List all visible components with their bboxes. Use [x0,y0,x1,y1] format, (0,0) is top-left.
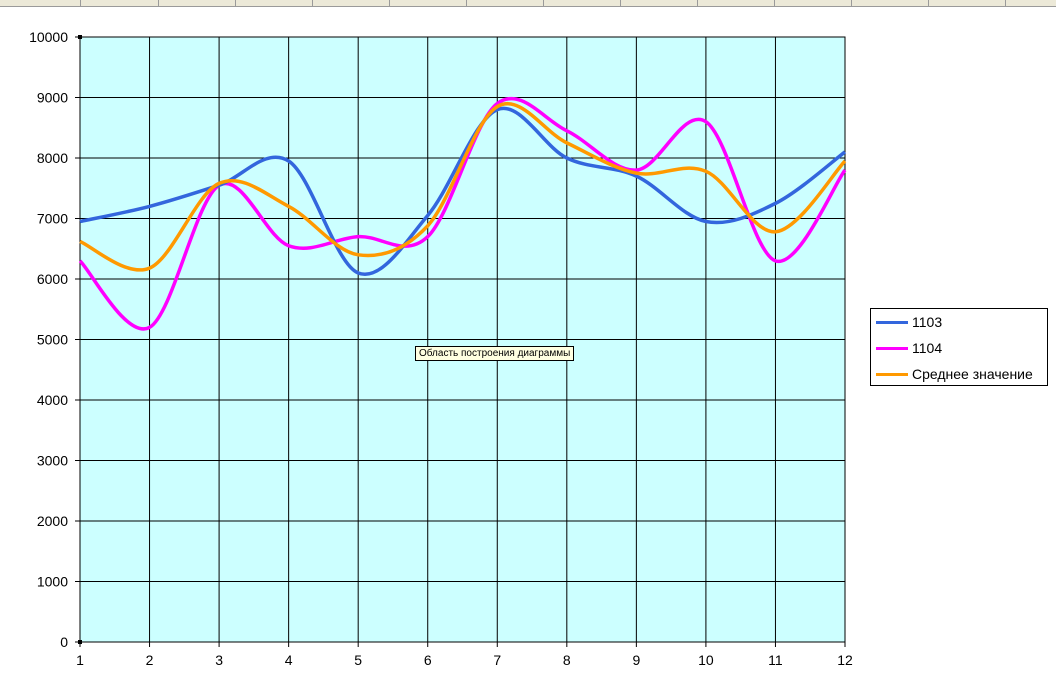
y-tick-label: 9000 [37,90,68,106]
column-separator [389,0,390,6]
y-tick-label: 4000 [37,392,68,408]
spreadsheet-column-header[interactable] [0,0,1056,7]
chart-area[interactable]: 0 1000 2000 3000 4000 5000 6000 7000 8000 9000 100… [0,7,1056,681]
column-separator [697,0,698,6]
column-separator [774,0,775,6]
x-tick-label: 6 [424,652,432,668]
column-separator [1005,0,1006,6]
x-tick-label: 8 [563,652,571,668]
column-separator [466,0,467,6]
y-tick-label: 8000 [37,150,68,166]
x-tick-label: 11 [768,652,783,668]
y-tick-label: 6000 [37,271,68,287]
y-tick-label: 2000 [37,513,68,529]
series-1104-line [78,96,847,331]
line-chart[interactable]: 0 1000 2000 3000 4000 5000 6000 7000 8000 9000 100… [0,7,1056,681]
legend-swatch-1103 [876,320,908,324]
column-separator [543,0,544,6]
legend-label-1104: 1104 [912,340,943,356]
y-tick-label: 1000 [37,574,68,590]
plot-corner-handle [78,35,82,39]
x-tick-label: 12 [837,652,853,668]
y-tick-label: 7000 [37,211,68,227]
x-tick-label: 7 [493,652,501,668]
column-separator [158,0,159,6]
legend-label-1103: 1103 [912,314,943,330]
column-separator [80,0,81,6]
column-separator [851,0,852,6]
legend-item-1104: 1104 [876,337,942,359]
y-tick-label: 0 [60,634,68,650]
x-tick-label: 5 [354,652,362,668]
column-separator [928,0,929,6]
column-separator [620,0,621,6]
x-tick-label: 10 [698,652,714,668]
plot-corner-handle [78,640,82,644]
legend-item-average: Среднее значение [876,363,1033,385]
x-tick-label: 9 [632,652,640,668]
plot-area-tooltip: Область построения диаграммы [415,346,575,361]
legend-label-average: Среднее значение [912,366,1033,382]
x-tick-label: 1 [76,652,84,668]
plot-area-border [79,36,846,643]
y-tick-label: 10000 [29,29,68,45]
x-tick-label: 3 [215,652,223,668]
x-tick-label: 2 [146,652,154,668]
chart-legend[interactable]: 1103 1104 Среднее значение [870,308,1048,386]
y-tick-label: 5000 [37,332,68,348]
column-separator [312,0,313,6]
legend-item-1103: 1103 [876,311,942,333]
legend-swatch-average [876,372,908,376]
x-tick-label: 4 [285,652,293,668]
column-separator [235,0,236,6]
y-tick-label: 3000 [37,453,68,469]
legend-swatch-1104 [876,346,908,350]
series-average-line [79,102,847,272]
